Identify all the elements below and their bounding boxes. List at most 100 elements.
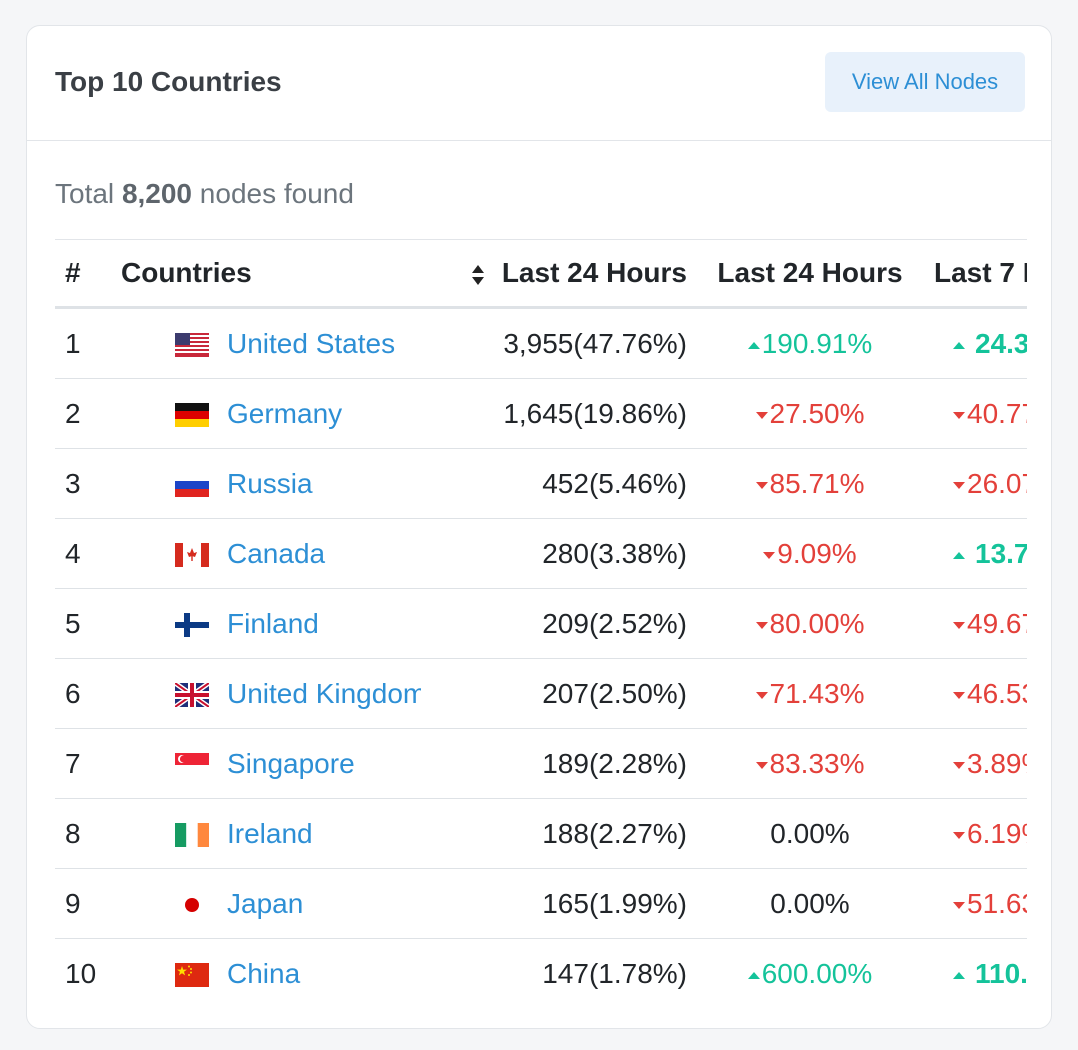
trend-text: 9.09%: [777, 537, 857, 569]
trend-cell: 71.43%: [699, 658, 921, 729]
flag-icon: [173, 681, 211, 710]
trend-text: 110.27%: [975, 957, 1027, 989]
trend-arrow: [755, 411, 768, 419]
trend-value: 51.63%: [953, 888, 1027, 919]
flag-icon: [175, 893, 209, 918]
rank-cell: 2: [55, 378, 121, 449]
nodes-cell: 165(1.99%): [421, 868, 699, 939]
sort-icon[interactable]: [470, 263, 486, 287]
table-body: 1 United States 3,955(47.76%) 190.91% 24.33%…: [55, 307, 1027, 1008]
trend-arrow: [953, 901, 965, 909]
trend-cell: 3.89%: [921, 728, 1027, 799]
column-header[interactable]: Last 24 Hours: [421, 239, 699, 309]
summary: Total 8,200 nodes found: [55, 178, 354, 210]
trend-cell: 190.91%: [699, 307, 921, 379]
country-link[interactable]: China: [227, 957, 301, 989]
flag-icon: [175, 333, 209, 358]
flag-icon: [175, 403, 209, 428]
trend-text: 71.43%: [769, 677, 865, 709]
country-cell: Germany: [121, 378, 421, 449]
trend-value: 49.67%: [953, 608, 1027, 639]
trend-cell: 6.19%: [921, 798, 1027, 869]
trend-cell: 110.27%: [921, 938, 1027, 1008]
trend-cell: 0.00%: [699, 798, 921, 869]
trend-cell: 83.33%: [699, 728, 921, 799]
trend-value: 46.53%: [953, 678, 1027, 709]
trend-text: 40.77%: [967, 397, 1027, 429]
trend-cell: 24.33%: [921, 307, 1027, 379]
summary-prefix: Total: [55, 178, 115, 209]
view-all-button[interactable]: View All Nodes: [825, 52, 1025, 112]
column-header: Last 24 Hours: [699, 239, 921, 309]
nodes-cell: 3,955(47.76%): [421, 307, 699, 379]
trend-arrow: [953, 761, 965, 769]
country-link[interactable]: Canada: [227, 537, 326, 569]
trend-arrow: [953, 411, 965, 419]
trend-value: 110.27%: [953, 958, 1027, 989]
trend-value: 24.33%: [953, 328, 1027, 359]
country-link[interactable]: Germany: [227, 397, 343, 429]
country-link[interactable]: Russia: [227, 467, 313, 499]
header-row: # Countries Last 24 Hours Last 24 Hours …: [55, 239, 1027, 309]
nodes-cell: 189(2.28%): [421, 728, 699, 799]
trend-value: 27.50%: [755, 397, 865, 429]
trend-cell: 26.07%: [921, 448, 1027, 519]
trend-text: 26.07%: [967, 467, 1027, 499]
country-cell: Finland: [121, 588, 421, 659]
trend-text: 85.71%: [769, 467, 865, 499]
trend-text: 190.91%: [761, 327, 873, 359]
trend-arrow: [747, 341, 760, 349]
trend-value: 80.00%: [755, 607, 865, 639]
trend-arrow: [755, 691, 768, 699]
table-row: 3 Russia 452(5.46%) 85.71% 26.07%: [55, 448, 1027, 519]
trend-text: 27.50%: [769, 397, 865, 429]
nodes-cell: 188(2.27%): [421, 798, 699, 869]
trend-cell: 0.00%: [699, 868, 921, 939]
trend-text: 80.00%: [769, 607, 865, 639]
rank-cell: 9: [55, 868, 121, 939]
table-wrap: # Countries Last 24 Hours Last 24 Hours …: [55, 239, 1027, 1008]
country-cell: Singapore: [121, 728, 421, 799]
rank-cell: 5: [55, 588, 121, 659]
countries-table: # Countries Last 24 Hours Last 24 Hours …: [55, 239, 1027, 1008]
country-link[interactable]: Ireland: [227, 817, 313, 849]
country-cell: United States: [121, 307, 421, 379]
flag-icon: [175, 473, 209, 498]
country-cell: Canada: [121, 518, 421, 589]
trend-text: 51.63%: [967, 887, 1027, 919]
card-header: Top 10 Countries View All Nodes: [27, 26, 1051, 141]
trend-text: 3.89%: [967, 747, 1027, 779]
trend-value: 0.00%: [770, 888, 849, 919]
table-row: 9 Japan 165(1.99%) 0.00% 51.63%: [55, 868, 1027, 939]
country-link[interactable]: Singapore: [227, 747, 355, 779]
country-link[interactable]: Finland: [227, 607, 319, 639]
trend-value: 9.09%: [763, 537, 857, 569]
trend-cell: 46.53%: [921, 658, 1027, 729]
trend-value: 85.71%: [755, 467, 865, 499]
column-header: #: [55, 239, 121, 309]
column-header: Countries: [121, 239, 421, 309]
table-row: 8 Ireland 188(2.27%) 0.00% 6.19%: [55, 798, 1027, 869]
rank-cell: 8: [55, 798, 121, 869]
trend-text: 0.00%: [770, 817, 850, 849]
country-link[interactable]: United Kingdom: [227, 677, 421, 709]
nodes-cell: 1,645(19.86%): [421, 378, 699, 449]
country-link[interactable]: United States: [227, 327, 396, 359]
card: Top 10 Countries View All Nodes Total 8,…: [26, 25, 1052, 1029]
trend-value: 3.89%: [953, 748, 1027, 779]
trend-arrow: [953, 621, 965, 629]
flag-icon: [175, 543, 209, 568]
table-row: 10 China 147(1.78%) 600.00% 110.27%: [55, 938, 1027, 1008]
trend-arrow: [953, 971, 965, 979]
trend-arrow: [755, 621, 768, 629]
trend-cell: 27.50%: [699, 378, 921, 449]
rank-cell: 7: [55, 728, 121, 799]
trend-cell: 40.77%: [921, 378, 1027, 449]
rank-cell: 4: [55, 518, 121, 589]
country-link[interactable]: Japan: [227, 887, 304, 919]
trend-value: 13.71%: [953, 538, 1027, 569]
trend-text: 49.67%: [967, 607, 1027, 639]
trend-cell: 49.67%: [921, 588, 1027, 659]
table-row: 1 United States 3,955(47.76%) 190.91% 24.33%: [55, 307, 1027, 379]
